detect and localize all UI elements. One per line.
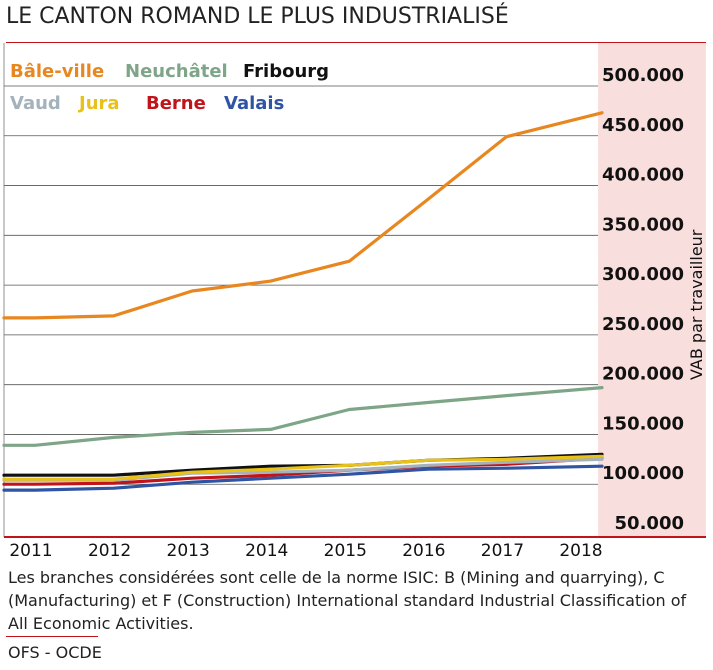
x-tick-label: 2017 (481, 541, 524, 561)
x-tick-label: 2013 (167, 541, 210, 561)
y-tick-label: 400.000 (602, 165, 684, 186)
chart-background (598, 43, 706, 537)
legend-entry-fribourg: Fribourg (243, 61, 329, 82)
axis-band (598, 43, 706, 537)
x-tick-label: 2016 (402, 541, 445, 561)
footnote-rule (6, 636, 98, 637)
y-tick-label: 300.000 (602, 264, 684, 285)
series-line-neuch-tel (2, 386, 604, 447)
x-tick-label: 2015 (324, 541, 367, 561)
legend: Bâle-ville Neuchâtel Fribourg Vaud Jura Berne… (10, 61, 329, 114)
series-line-b-le-ville (2, 111, 604, 320)
series-lines (2, 111, 604, 492)
chart-title: LE CANTON ROMAND LE PLUS INDUSTRIALISÉ (6, 4, 509, 29)
y-tick-label: 350.000 (602, 214, 684, 235)
y-tick-label: 100.000 (602, 463, 684, 484)
y-tick-label: 450.000 (602, 115, 684, 136)
title-rule (6, 42, 706, 43)
x-tick-label: 2012 (88, 541, 131, 561)
gridlines (3, 43, 706, 538)
y-axis-ticks: 500.000 450.000 400.000 350.000 300.000 250.0… (602, 65, 684, 534)
legend-entry-berne: Berne (146, 93, 206, 114)
y-tick-label: 500.000 (602, 65, 684, 86)
x-axis-ticks: 2011 2012 2013 2014 2015 2016 2017 2018 (9, 541, 602, 561)
source-credit: OFS - OCDE (8, 643, 102, 662)
legend-entry-b-le-ville: Bâle-ville (10, 61, 104, 82)
y-tick-label: 250.000 (602, 314, 684, 335)
series-line-valais (2, 464, 604, 492)
footnote: Les branches considérées sont celle de l… (8, 568, 687, 633)
legend-entry-neuch-tel: Neuchâtel (125, 61, 228, 82)
x-tick-label: 2014 (245, 541, 288, 561)
y-axis-label: VAB par travailleur (687, 229, 706, 380)
y-tick-label: 50.000 (615, 513, 684, 534)
legend-entry-valais: Valais (224, 93, 284, 114)
legend-entry-jura: Jura (77, 93, 120, 114)
series-line-berne (2, 456, 604, 486)
x-tick-label: 2018 (559, 541, 602, 561)
y-tick-label: 150.000 (602, 413, 684, 434)
x-tick-label: 2011 (9, 541, 52, 561)
y-tick-label: 200.000 (602, 364, 684, 385)
legend-entry-vaud: Vaud (10, 93, 61, 114)
series-line-jura (2, 454, 604, 481)
